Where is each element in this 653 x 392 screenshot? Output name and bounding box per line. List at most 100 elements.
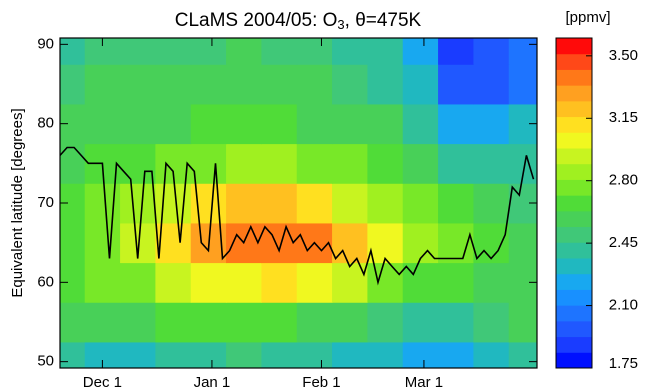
contour-cell <box>155 341 192 368</box>
contour-cell <box>332 64 368 105</box>
contour-cell <box>261 262 298 303</box>
colorbar-band <box>556 336 592 353</box>
colorbar-band <box>556 100 592 118</box>
contour-cell <box>296 183 333 224</box>
contour-cell <box>226 38 262 65</box>
contour-cell <box>438 262 474 303</box>
colorbar-band <box>556 226 592 243</box>
contour-cell <box>508 262 537 303</box>
contour-cell <box>332 183 368 224</box>
contour-cell <box>367 302 404 343</box>
contour-cell <box>190 103 227 145</box>
contour-cell <box>155 38 192 65</box>
contour-cell <box>84 103 121 145</box>
contour-cell <box>120 302 156 343</box>
contour-cell <box>120 64 156 105</box>
contour-cell <box>296 64 333 105</box>
contour-cell <box>332 143 368 184</box>
colorbar-band <box>556 163 592 180</box>
colorbar-band <box>556 53 592 70</box>
x-tick-label: Dec 1 <box>83 374 122 391</box>
contour-cell <box>438 64 474 105</box>
contour-cell <box>508 38 537 65</box>
y-tick-label: 80 <box>37 115 54 132</box>
contour-cell <box>332 38 368 65</box>
colorbar-band <box>556 258 592 275</box>
contour-cell <box>367 222 404 264</box>
colorbar-band <box>556 242 592 259</box>
colorbar-band <box>556 148 592 165</box>
contour-cell <box>332 341 368 368</box>
colorbar-band <box>556 132 592 149</box>
contour-cell <box>402 143 439 184</box>
colorbar-band <box>556 352 592 369</box>
contour-cell <box>438 38 474 65</box>
colorbar-band <box>556 273 592 290</box>
contour-cell <box>332 103 368 145</box>
y-tick-label: 90 <box>37 35 54 52</box>
contour-cell <box>120 143 156 184</box>
contour-cell <box>402 341 439 368</box>
colorbar-tick-label: 3.50 <box>609 47 638 64</box>
contour-cell <box>84 64 121 105</box>
contour-cell <box>508 143 537 184</box>
contour-cell <box>473 341 510 368</box>
contour-cell <box>226 262 262 303</box>
contour-field <box>60 38 537 368</box>
contour-cell <box>473 103 510 145</box>
contour-cell <box>190 341 227 368</box>
contour-cell <box>60 38 86 65</box>
contour-cell <box>120 341 156 368</box>
contour-cell <box>402 183 439 224</box>
y-tick-label: 60 <box>37 273 54 290</box>
contour-cell <box>155 183 192 224</box>
contour-cell <box>261 341 298 368</box>
contour-cell <box>367 38 404 65</box>
contour-cell <box>226 103 262 145</box>
y-tick-label: 70 <box>37 194 54 211</box>
title-main: CLaMS 2004/05: O <box>175 10 338 31</box>
contour-cell <box>120 103 156 145</box>
contour-cell <box>190 64 227 105</box>
contour-cell <box>60 222 86 264</box>
contour-cell <box>508 302 537 343</box>
chart-title: CLaMS 2004/05: O3, θ=475K <box>175 10 422 32</box>
contour-cell <box>367 262 404 303</box>
contour-cell <box>296 302 333 343</box>
colorbar-tick-label: 1.75 <box>609 355 638 372</box>
contour-cell <box>367 103 404 145</box>
contour-cell <box>84 222 121 264</box>
contour-cell <box>367 183 404 224</box>
contour-cell <box>60 341 86 368</box>
contour-cell <box>473 143 510 184</box>
contour-cell <box>226 143 262 184</box>
contour-cell <box>438 143 474 184</box>
contour-cell <box>508 341 537 368</box>
contour-cell <box>190 302 227 343</box>
colorbar-band <box>556 179 592 196</box>
contour-cell <box>190 38 227 65</box>
contour-cell <box>155 262 192 303</box>
contour-cell <box>296 341 333 368</box>
contour-cell <box>508 64 537 105</box>
contour-cell <box>508 222 537 264</box>
colorbar-tick-label: 2.10 <box>609 297 638 314</box>
colorbar-tick-label: 2.45 <box>609 234 638 251</box>
contour-cell <box>60 64 86 105</box>
contour-cell <box>155 64 192 105</box>
contour-cell <box>296 38 333 65</box>
colorbar-band <box>556 38 592 55</box>
x-tick-label: Mar 1 <box>405 374 443 391</box>
contour-cell <box>261 143 298 184</box>
contour-cell <box>226 341 262 368</box>
contour-cell <box>261 38 298 65</box>
contour-cell <box>60 143 86 184</box>
contour-cell <box>332 302 368 343</box>
contour-cell <box>473 183 510 224</box>
colorbar-band <box>556 85 592 102</box>
contour-cell <box>473 262 510 303</box>
contour-cell <box>84 262 121 303</box>
overlay <box>60 146 535 286</box>
colorbar-band <box>556 210 592 228</box>
